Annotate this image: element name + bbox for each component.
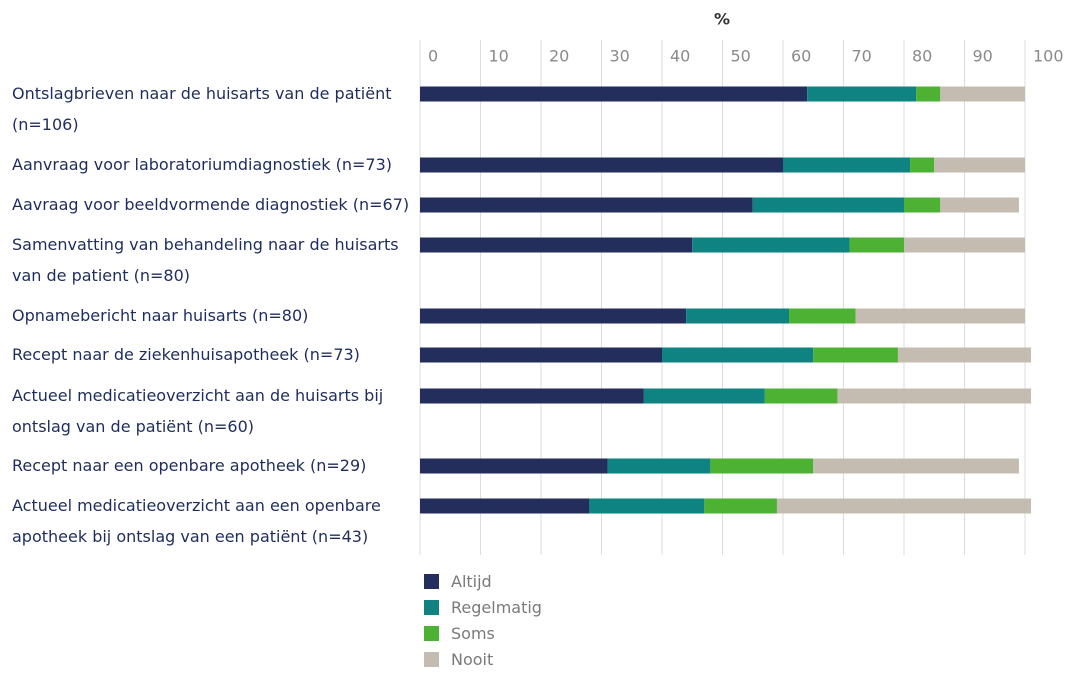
bar-segment: [420, 86, 808, 102]
x-tick-label: 50: [731, 47, 751, 66]
bar-segment: [420, 157, 783, 173]
bar-segment: [897, 347, 1032, 363]
category-label: Opnamebericht naar huisarts (n=80): [12, 306, 309, 325]
bar-segment: [776, 498, 1032, 514]
x-tick-label: 30: [610, 47, 630, 66]
bar-segment: [752, 197, 904, 213]
category-label: Aavraag voor beeldvormende diagnostiek (…: [12, 195, 410, 214]
bar-segment: [813, 347, 898, 363]
category-label: Recept naar een openbare apotheek (n=29): [12, 456, 367, 475]
bar-segment: [764, 388, 838, 404]
category-label: Actueel medicatieoverzicht aan de huisar…: [12, 386, 384, 436]
bar-segment: [710, 458, 814, 474]
x-tick-label: 20: [549, 47, 569, 66]
bar-segment: [916, 86, 941, 102]
bar-segment: [837, 388, 1032, 404]
bar-segment: [420, 388, 644, 404]
category-label: Actueel medicatieoverzicht aan een openb…: [12, 496, 381, 546]
bar-segment: [607, 458, 711, 474]
bar-segment: [789, 308, 856, 324]
legend-item: Soms: [424, 624, 495, 643]
bar-segment: [904, 237, 1025, 253]
bar-segment: [855, 308, 1025, 324]
x-tick-label: 100: [1033, 47, 1064, 66]
bar-segment: [420, 197, 753, 213]
bar-segment: [849, 237, 904, 253]
bar-segment: [420, 237, 693, 253]
category-label: Ontslagbrieven naar de huisarts van de p…: [12, 84, 392, 134]
bar-segment: [904, 197, 941, 213]
bar-segment: [420, 347, 662, 363]
x-tick-label: 40: [670, 47, 690, 66]
bar-segment: [783, 157, 911, 173]
bar-segment: [662, 347, 814, 363]
x-tick-label: 60: [791, 47, 811, 66]
category-label: Recept naar de ziekenhuisapotheek (n=73): [12, 345, 360, 364]
legend-item: Altijd: [424, 572, 492, 591]
x-tick-label: 10: [489, 47, 509, 66]
bar-segment: [704, 498, 777, 514]
bar-segment: [934, 157, 1025, 173]
bar-segment: [420, 308, 687, 324]
bar-segment: [813, 458, 1019, 474]
bar-segment: [692, 237, 850, 253]
legend-swatch: [424, 626, 439, 641]
category-label: Samenvatting van behandeling naar de hui…: [12, 235, 399, 285]
legend-swatch: [424, 600, 439, 615]
legend-item: Regelmatig: [424, 598, 542, 617]
bar-segment: [643, 388, 765, 404]
bar-segment: [940, 197, 1019, 213]
legend-item: Nooit: [424, 650, 493, 669]
x-tick-label: 70: [852, 47, 872, 66]
bar-segment: [807, 86, 917, 102]
bar-segment: [420, 458, 608, 474]
legend-swatch: [424, 652, 439, 667]
legend-label: Nooit: [451, 650, 494, 669]
bar-segment: [420, 498, 590, 514]
x-tick-label: 0: [428, 47, 438, 66]
category-label: Aanvraag voor laboratoriumdiagnostiek (n…: [12, 155, 393, 174]
bar-segment: [686, 308, 790, 324]
legend-label: Altijd: [451, 572, 492, 591]
legend-swatch: [424, 574, 439, 589]
legend-label: Soms: [451, 624, 495, 643]
bar-segment: [589, 498, 705, 514]
x-tick-label: 90: [973, 47, 993, 66]
legend-label: Regelmatig: [451, 598, 542, 617]
bar-segment: [910, 157, 935, 173]
x-tick-label: 80: [912, 47, 932, 66]
bar-segment: [940, 86, 1025, 102]
chart-title: %: [714, 10, 730, 29]
